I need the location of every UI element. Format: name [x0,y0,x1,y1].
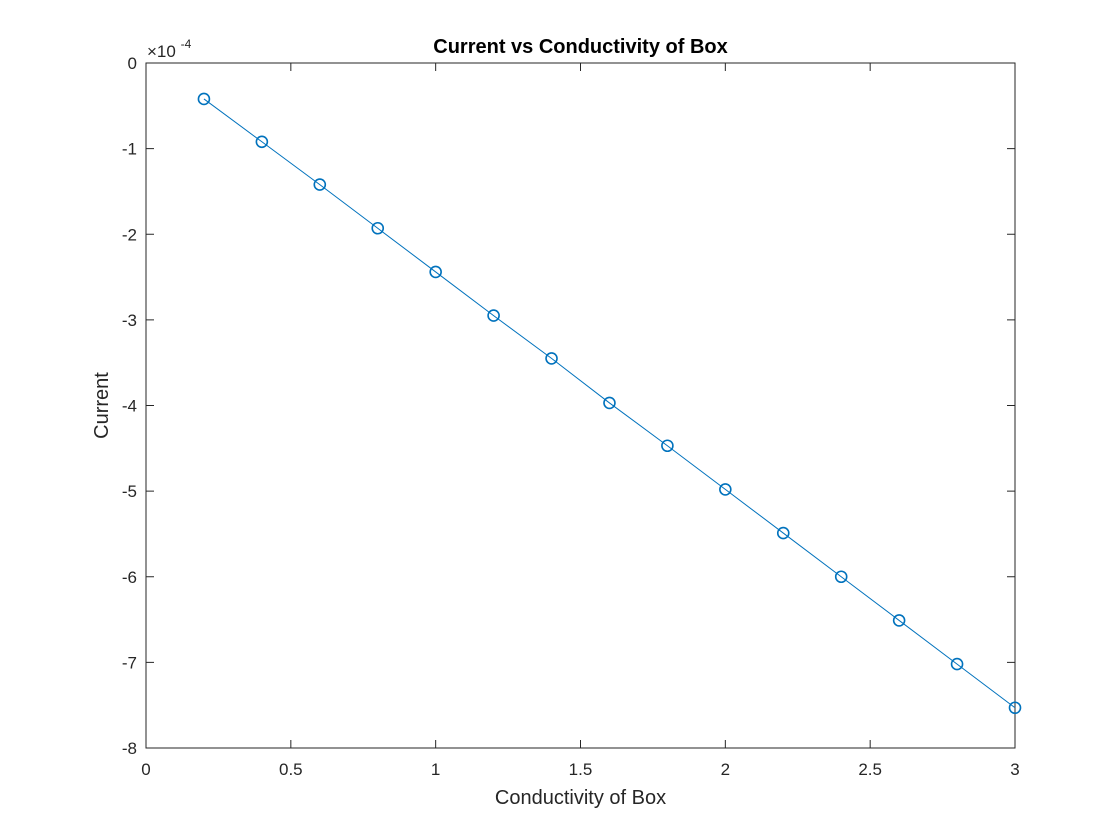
data-point [776,526,790,540]
data-point [719,483,732,496]
data-point [1008,701,1022,715]
data-point [834,570,848,584]
data-point [197,92,211,106]
y-tick-label: -1 [122,140,137,159]
data-point [950,657,964,671]
x-tick-label: 0 [141,760,150,779]
y-tick-label: -5 [122,482,137,501]
y-tick-label: 0 [128,54,137,73]
data-point [255,135,269,149]
data-point [371,221,385,235]
x-tick-label: 2.5 [858,760,882,779]
data-point [892,614,906,627]
chart-title: Current vs Conductivity of Box [433,36,727,58]
x-axis-label: Conductivity of Box [495,787,666,809]
y-axis-multiplier-exponent: -4 [181,37,192,51]
y-axis-multiplier-base: ×10 [147,42,176,61]
data-series [197,92,1022,715]
y-tick-label: -6 [122,568,137,587]
x-tick-label: 1.5 [569,760,593,779]
y-tick-label: -4 [122,397,137,416]
data-point [661,439,674,453]
series-line [203,98,1016,709]
data-point [487,309,500,322]
data-point [313,178,327,191]
data-point [603,396,616,410]
axes: 0 0.5 1 1.5 2 2.5 3 0 -1 -2 -3 -4 -5 -6 -7 -8 [122,54,1020,779]
y-tick-label: -3 [122,311,137,330]
y-tick-label: -7 [122,653,137,672]
y-axis-label: Current [91,372,113,439]
y-tick-label: -2 [122,225,137,244]
x-tick-label: 3 [1010,760,1019,779]
y-tick-label: -8 [122,739,137,758]
y-axis-multiplier: ×10 -4 [147,37,192,61]
x-tick-label: 2 [721,760,730,779]
data-point [545,352,558,365]
x-tick-label: 1 [431,760,440,779]
data-point [429,265,442,279]
x-tick-label: 0.5 [279,760,303,779]
plot-area [146,63,1015,748]
